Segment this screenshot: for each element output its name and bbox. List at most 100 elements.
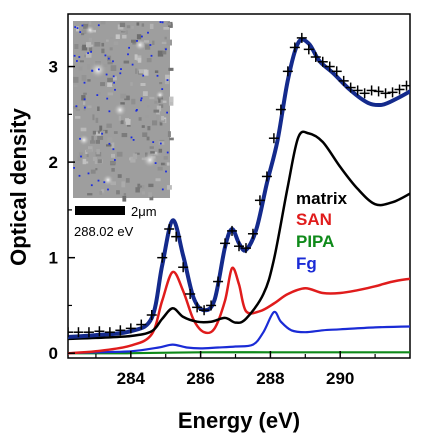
inset-blue-pixel [79, 137, 81, 140]
inset-blue-pixel [87, 52, 89, 54]
inset-blue-pixel [104, 54, 107, 57]
inset-blue-pixel [101, 132, 103, 135]
inset-pixel [101, 48, 105, 54]
inset-pixel [149, 23, 154, 29]
inset-pixel [87, 193, 93, 196]
inset-pixel [159, 121, 163, 126]
inset-pixel [161, 116, 165, 121]
inset-blue-pixel [83, 98, 86, 101]
inset-particle [78, 134, 90, 146]
data-marker [125, 323, 136, 334]
inset-pixel [110, 181, 116, 186]
inset-blue-pixel [112, 75, 115, 78]
inset-blue-pixel [112, 60, 114, 63]
inset-blue-pixel [108, 142, 111, 145]
y-tick-label: 1 [49, 249, 58, 268]
inset-blue-pixel [114, 159, 116, 161]
inset-pixel [156, 114, 159, 121]
inset-blue-pixel [90, 184, 93, 187]
inset-pixel [141, 191, 146, 195]
inset-pixel [146, 136, 150, 141]
data-marker [83, 327, 94, 338]
inset-pixel [145, 114, 150, 118]
data-marker [352, 85, 363, 96]
inset-pixel [164, 163, 168, 166]
inset-pixel [123, 193, 127, 196]
inset-particle [155, 90, 165, 100]
inset-pixel [143, 40, 149, 43]
data-marker [104, 327, 115, 338]
inset-pixel [143, 69, 148, 76]
inset-pixel [109, 47, 113, 51]
inset-blue-pixel [73, 167, 75, 169]
inset-pixel [154, 70, 159, 73]
inset-pixel [120, 102, 125, 105]
inset-pixel [154, 100, 158, 104]
inset-blue-pixel [76, 60, 78, 62]
inset-blue-pixel [154, 162, 157, 164]
inset-pixel [94, 159, 98, 164]
inset-pixel [87, 79, 91, 82]
data-marker [220, 238, 231, 249]
inset-blue-pixel [166, 79, 169, 81]
inset-pixel [95, 139, 100, 144]
inset-pixel [89, 47, 93, 52]
inset-pixel [121, 133, 128, 138]
y-tick-label: 3 [49, 58, 58, 77]
inset-pixel [115, 34, 120, 39]
data-marker [261, 171, 272, 182]
scale-bar-label: 2μm [131, 204, 157, 219]
inset-pixel [138, 117, 142, 121]
inset-pixel [126, 25, 131, 29]
data-marker [115, 325, 126, 336]
inset-pixel [117, 174, 122, 178]
inset-pixel [82, 158, 87, 165]
inset-pixel [97, 159, 102, 163]
inset-pixel [101, 42, 105, 47]
inset-blue-pixel [136, 40, 138, 42]
inset-pixel [86, 154, 89, 158]
inset-blue-pixel [130, 136, 133, 139]
legend: matrix SAN PIPA Fg [296, 189, 348, 273]
inset-pixel [107, 77, 113, 83]
inset-blue-pixel [132, 139, 135, 141]
inset-blue-pixel [166, 151, 169, 154]
inset-pixel [131, 98, 136, 105]
inset-pixel [157, 50, 164, 57]
inset-pixel [166, 185, 172, 190]
inset-pixel [92, 156, 97, 161]
data-marker [380, 88, 391, 99]
x-axis-title: Energy (eV) [178, 408, 300, 433]
data-marker [157, 252, 168, 263]
data-marker [331, 66, 342, 77]
data-marker [136, 319, 147, 330]
inset-blue-pixel [152, 141, 155, 143]
inset-pixel [125, 30, 128, 35]
inset-pixel [141, 125, 145, 128]
inset-blue-pixel [97, 24, 100, 27]
inset-pixel [138, 185, 144, 188]
inset-pixel [73, 105, 78, 109]
inset-pixel [86, 149, 92, 153]
inset-blue-pixel [108, 110, 111, 113]
inset-pixel [81, 33, 85, 36]
x-tick-label: 290 [326, 369, 354, 388]
inset-pixel [100, 82, 105, 87]
inset-pixel [120, 93, 127, 99]
inset-pixel [125, 178, 130, 183]
inset-blue-pixel [96, 94, 99, 96]
data-marker [359, 88, 370, 99]
inset-blue-pixel [97, 68, 100, 71]
inset-pixel [136, 22, 140, 26]
inset-pixel [166, 162, 170, 166]
data-marker [324, 61, 335, 72]
data-marker [268, 133, 279, 144]
x-tick-label: 288 [256, 369, 284, 388]
data-marker [178, 262, 189, 273]
inset-pixel [113, 76, 117, 81]
inset-pixel [77, 156, 81, 161]
inset-pixel [92, 114, 95, 121]
inset-blue-pixel [161, 21, 164, 24]
inset-pixel [91, 135, 94, 141]
